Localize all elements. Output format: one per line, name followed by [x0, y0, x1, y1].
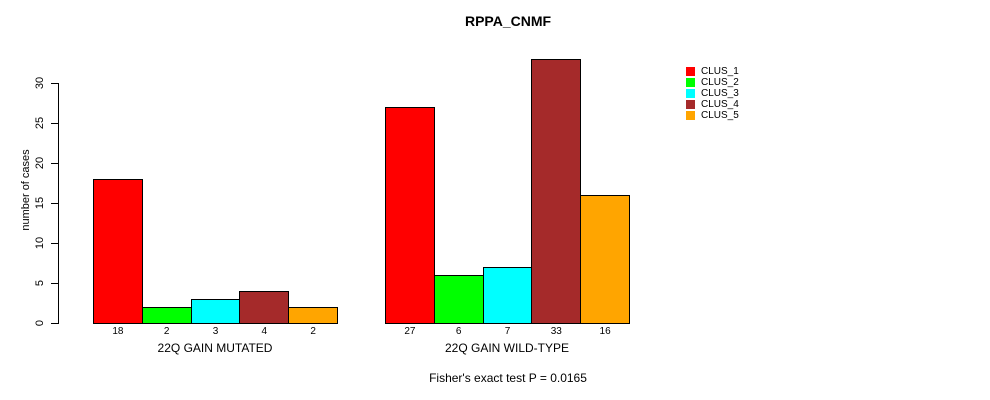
legend-item-clus_5: CLUS_5 [686, 110, 739, 121]
y-tick-label: 20 [34, 156, 46, 170]
bar-value-label: 16 [599, 326, 611, 337]
bar-clus_3-group-0 [190, 299, 241, 324]
bar-value-label: 4 [261, 326, 268, 337]
legend-label: CLUS_4 [701, 99, 739, 110]
y-axis-label: number of cases [20, 149, 32, 231]
chart-title: RPPA_CNMF [464, 13, 552, 29]
legend-item-clus_1: CLUS_1 [686, 66, 739, 77]
bar-value-label: 3 [212, 326, 219, 337]
legend-label: CLUS_2 [701, 77, 739, 88]
bar-clus_4-group-1 [531, 59, 582, 324]
y-tick-label: 15 [34, 196, 46, 210]
bar-clus_1-group-1 [385, 107, 435, 324]
legend: CLUS_1 CLUS_2 CLUS_3 CLUS_4 CLUS_5 [686, 66, 739, 121]
bar-clus_4-group-0 [239, 291, 290, 324]
y-tick-label: 0 [34, 319, 46, 327]
bar-value-label: 2 [310, 326, 316, 337]
y-tick-mark [51, 282, 58, 284]
y-tick-label: 10 [34, 236, 46, 250]
legend-swatch [686, 89, 695, 98]
bar-value-label: 2 [163, 326, 170, 337]
legend-item-clus_2: CLUS_2 [686, 77, 739, 88]
legend-item-clus_4: CLUS_4 [686, 99, 739, 110]
bar-value-label: 6 [455, 326, 462, 337]
y-tick-mark [51, 322, 58, 324]
bar-clus_2-group-0 [141, 307, 192, 324]
caption: Fisher's exact test P = 0.0165 [429, 371, 587, 385]
y-tick-label: 25 [34, 116, 46, 130]
legend-swatch [686, 78, 695, 87]
bar-value-label: 33 [550, 326, 562, 337]
legend-swatch [686, 111, 695, 120]
bar-value-label: 27 [404, 326, 416, 337]
legend-swatch [686, 67, 695, 76]
bar-clus_1-group-0 [93, 179, 143, 324]
group-label: 22Q GAIN MUTATED [157, 341, 273, 355]
bar-clus_5-group-0 [288, 307, 338, 324]
bar-value-label: 18 [112, 326, 124, 337]
legend-label: CLUS_5 [701, 110, 739, 121]
bar-clus_5-group-1 [580, 195, 630, 324]
y-tick-mark [51, 242, 58, 244]
group-label: 22Q GAIN WILD-TYPE [444, 341, 570, 355]
y-axis-line [58, 83, 59, 324]
bar-clus_2-group-1 [433, 275, 484, 324]
legend-item-clus_3: CLUS_3 [686, 88, 739, 99]
legend-swatch [686, 100, 695, 109]
y-tick-label: 5 [34, 279, 46, 287]
y-tick-mark [51, 82, 58, 84]
legend-label: CLUS_3 [701, 88, 739, 99]
y-tick-mark [51, 162, 58, 164]
bar-value-label: 7 [504, 326, 511, 337]
y-tick-mark [51, 122, 58, 124]
y-tick-mark [51, 202, 58, 204]
bar-clus_3-group-1 [482, 267, 533, 324]
y-tick-label: 30 [34, 76, 46, 90]
legend-label: CLUS_1 [701, 66, 739, 77]
